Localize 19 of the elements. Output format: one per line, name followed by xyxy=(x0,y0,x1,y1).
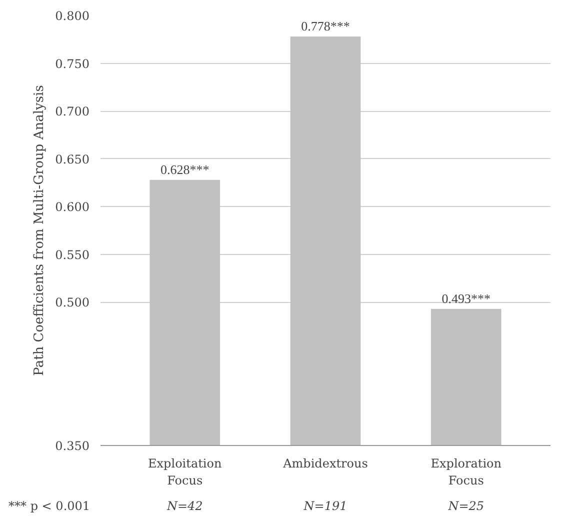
x-tick-label: Exploration Focus xyxy=(430,456,502,488)
y-tick-label: 0.750 xyxy=(55,56,90,71)
text: N=25 xyxy=(447,498,484,513)
y-axis-title: Path Coefficients from Multi-Group Analysis xyxy=(32,85,48,376)
data-label: 0.493*** xyxy=(442,290,490,306)
x-tick-label: Exploitation Focus xyxy=(148,456,222,488)
y-tick-label: 0.650 xyxy=(55,152,90,166)
data-label: 0.778*** xyxy=(301,18,350,34)
y-tick-label: 0.500 xyxy=(55,296,90,310)
x-tick-label: Ambidextrous xyxy=(282,456,368,470)
y-tick-label: 0.550 xyxy=(55,248,90,262)
text: *** p < 0.001 xyxy=(8,498,90,513)
y-tick-label: 0.700 xyxy=(55,104,90,119)
text: N=191 xyxy=(302,498,348,513)
text: N=42 xyxy=(166,498,203,513)
y-tick-label: 0.600 xyxy=(55,200,90,214)
y-tick-label: 0.350 xyxy=(55,439,90,453)
y-tick-label: 0.800 xyxy=(55,9,90,23)
data-label: 0.628*** xyxy=(160,162,210,177)
